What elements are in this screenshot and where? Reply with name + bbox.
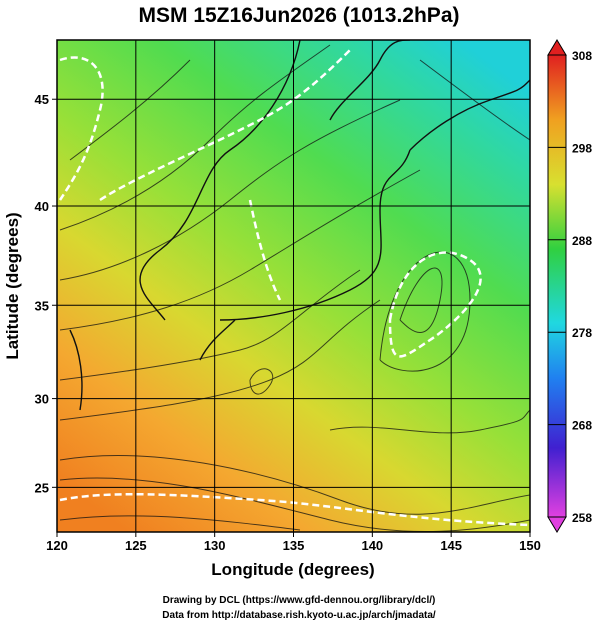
y-tick-label: 30 — [35, 392, 49, 407]
footer-line: Data from http://database.rish.kyoto-u.a… — [162, 610, 436, 621]
colorbar-tick-label: 268 — [572, 419, 592, 433]
colorbar-tick-label: 308 — [572, 49, 592, 63]
x-tick-label: 125 — [125, 538, 147, 553]
colorbar-min-arrow — [547, 516, 567, 533]
x-tick-label: 120 — [46, 538, 68, 553]
x-tick-label: 130 — [204, 538, 226, 553]
x-tick-label: 150 — [519, 538, 541, 553]
title: MSM 15Z16Jun2026 (1013.2hPa) — [139, 4, 460, 27]
colorbar-tick-label: 298 — [572, 141, 592, 155]
x-tick-label: 135 — [283, 538, 305, 553]
x-tick-label: 140 — [361, 538, 383, 553]
y-tick-label: 40 — [35, 199, 49, 214]
colorbar-tick-label: 258 — [572, 511, 592, 525]
colorbar-max-arrow — [547, 39, 567, 56]
streamlines — [59, 44, 530, 532]
isobar — [58, 49, 530, 527]
colorbar-tick-label: 288 — [572, 234, 592, 248]
y-axis-label: Latitude (degrees) — [3, 212, 22, 359]
y-tick-label: 35 — [35, 298, 49, 313]
coastline — [69, 40, 530, 411]
y-tick-label: 45 — [35, 92, 49, 107]
colorbar-tick-label: 278 — [572, 326, 592, 340]
colorbar — [547, 54, 567, 518]
footer-line: Drawing by DCL (https://www.gfd-dennou.o… — [163, 595, 436, 606]
x-axis-label: Longitude (degrees) — [211, 560, 374, 579]
x-tick-label: 145 — [440, 538, 462, 553]
y-tick-label: 25 — [35, 480, 49, 495]
